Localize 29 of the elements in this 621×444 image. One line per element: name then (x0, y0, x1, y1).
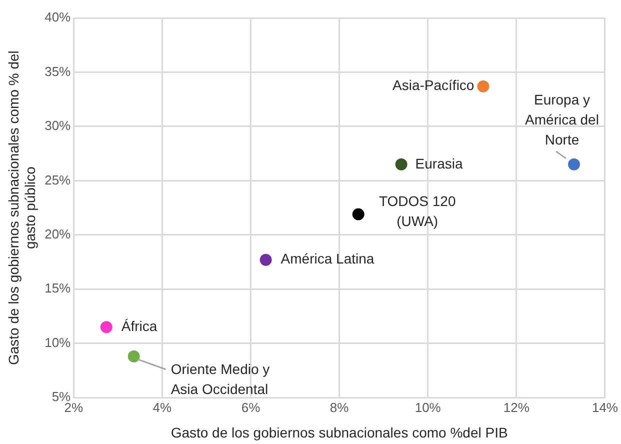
x-tick-label: 14% (592, 400, 618, 415)
y-tick-label: 25% (44, 172, 72, 188)
series-label: Eurasia (415, 155, 463, 172)
point (100, 321, 112, 334)
text: Oriente Medio y Asia Occidental (170, 361, 270, 398)
point (568, 158, 580, 170)
y-tick-label: 40% (44, 10, 72, 25)
point (477, 80, 490, 92)
x-tick-label: 8% (330, 400, 350, 415)
series-label: África (121, 318, 158, 334)
point (352, 208, 364, 220)
x-tick-label: 6% (241, 400, 261, 415)
x-tick-label: 4% (152, 400, 172, 415)
point (260, 254, 272, 266)
x-axis-title: Gasto de los gobiernos subnacionales como %del PIB (170, 424, 508, 440)
x-tick-label: 10% (414, 400, 442, 415)
point (128, 350, 140, 362)
y-tick-label: 30% (44, 118, 72, 134)
y-tick-label: 10% (44, 334, 72, 350)
series-label: TODOS 120 (UWA) (378, 193, 456, 230)
series-label: Asia-Pacífico (392, 77, 474, 94)
point (395, 158, 408, 170)
x-tick-label: 12% (503, 400, 530, 415)
series-label: América Latina (280, 250, 374, 267)
y-tick-label: 20% (44, 226, 72, 242)
series-label: Europa y América del Norte (525, 91, 599, 148)
y-tick-label: 15% (44, 280, 72, 296)
y-axis-title: Gasto de los gobiernos subnacionales como % del gasto público (5, 50, 38, 366)
y-tick-label: 35% (44, 64, 72, 79)
